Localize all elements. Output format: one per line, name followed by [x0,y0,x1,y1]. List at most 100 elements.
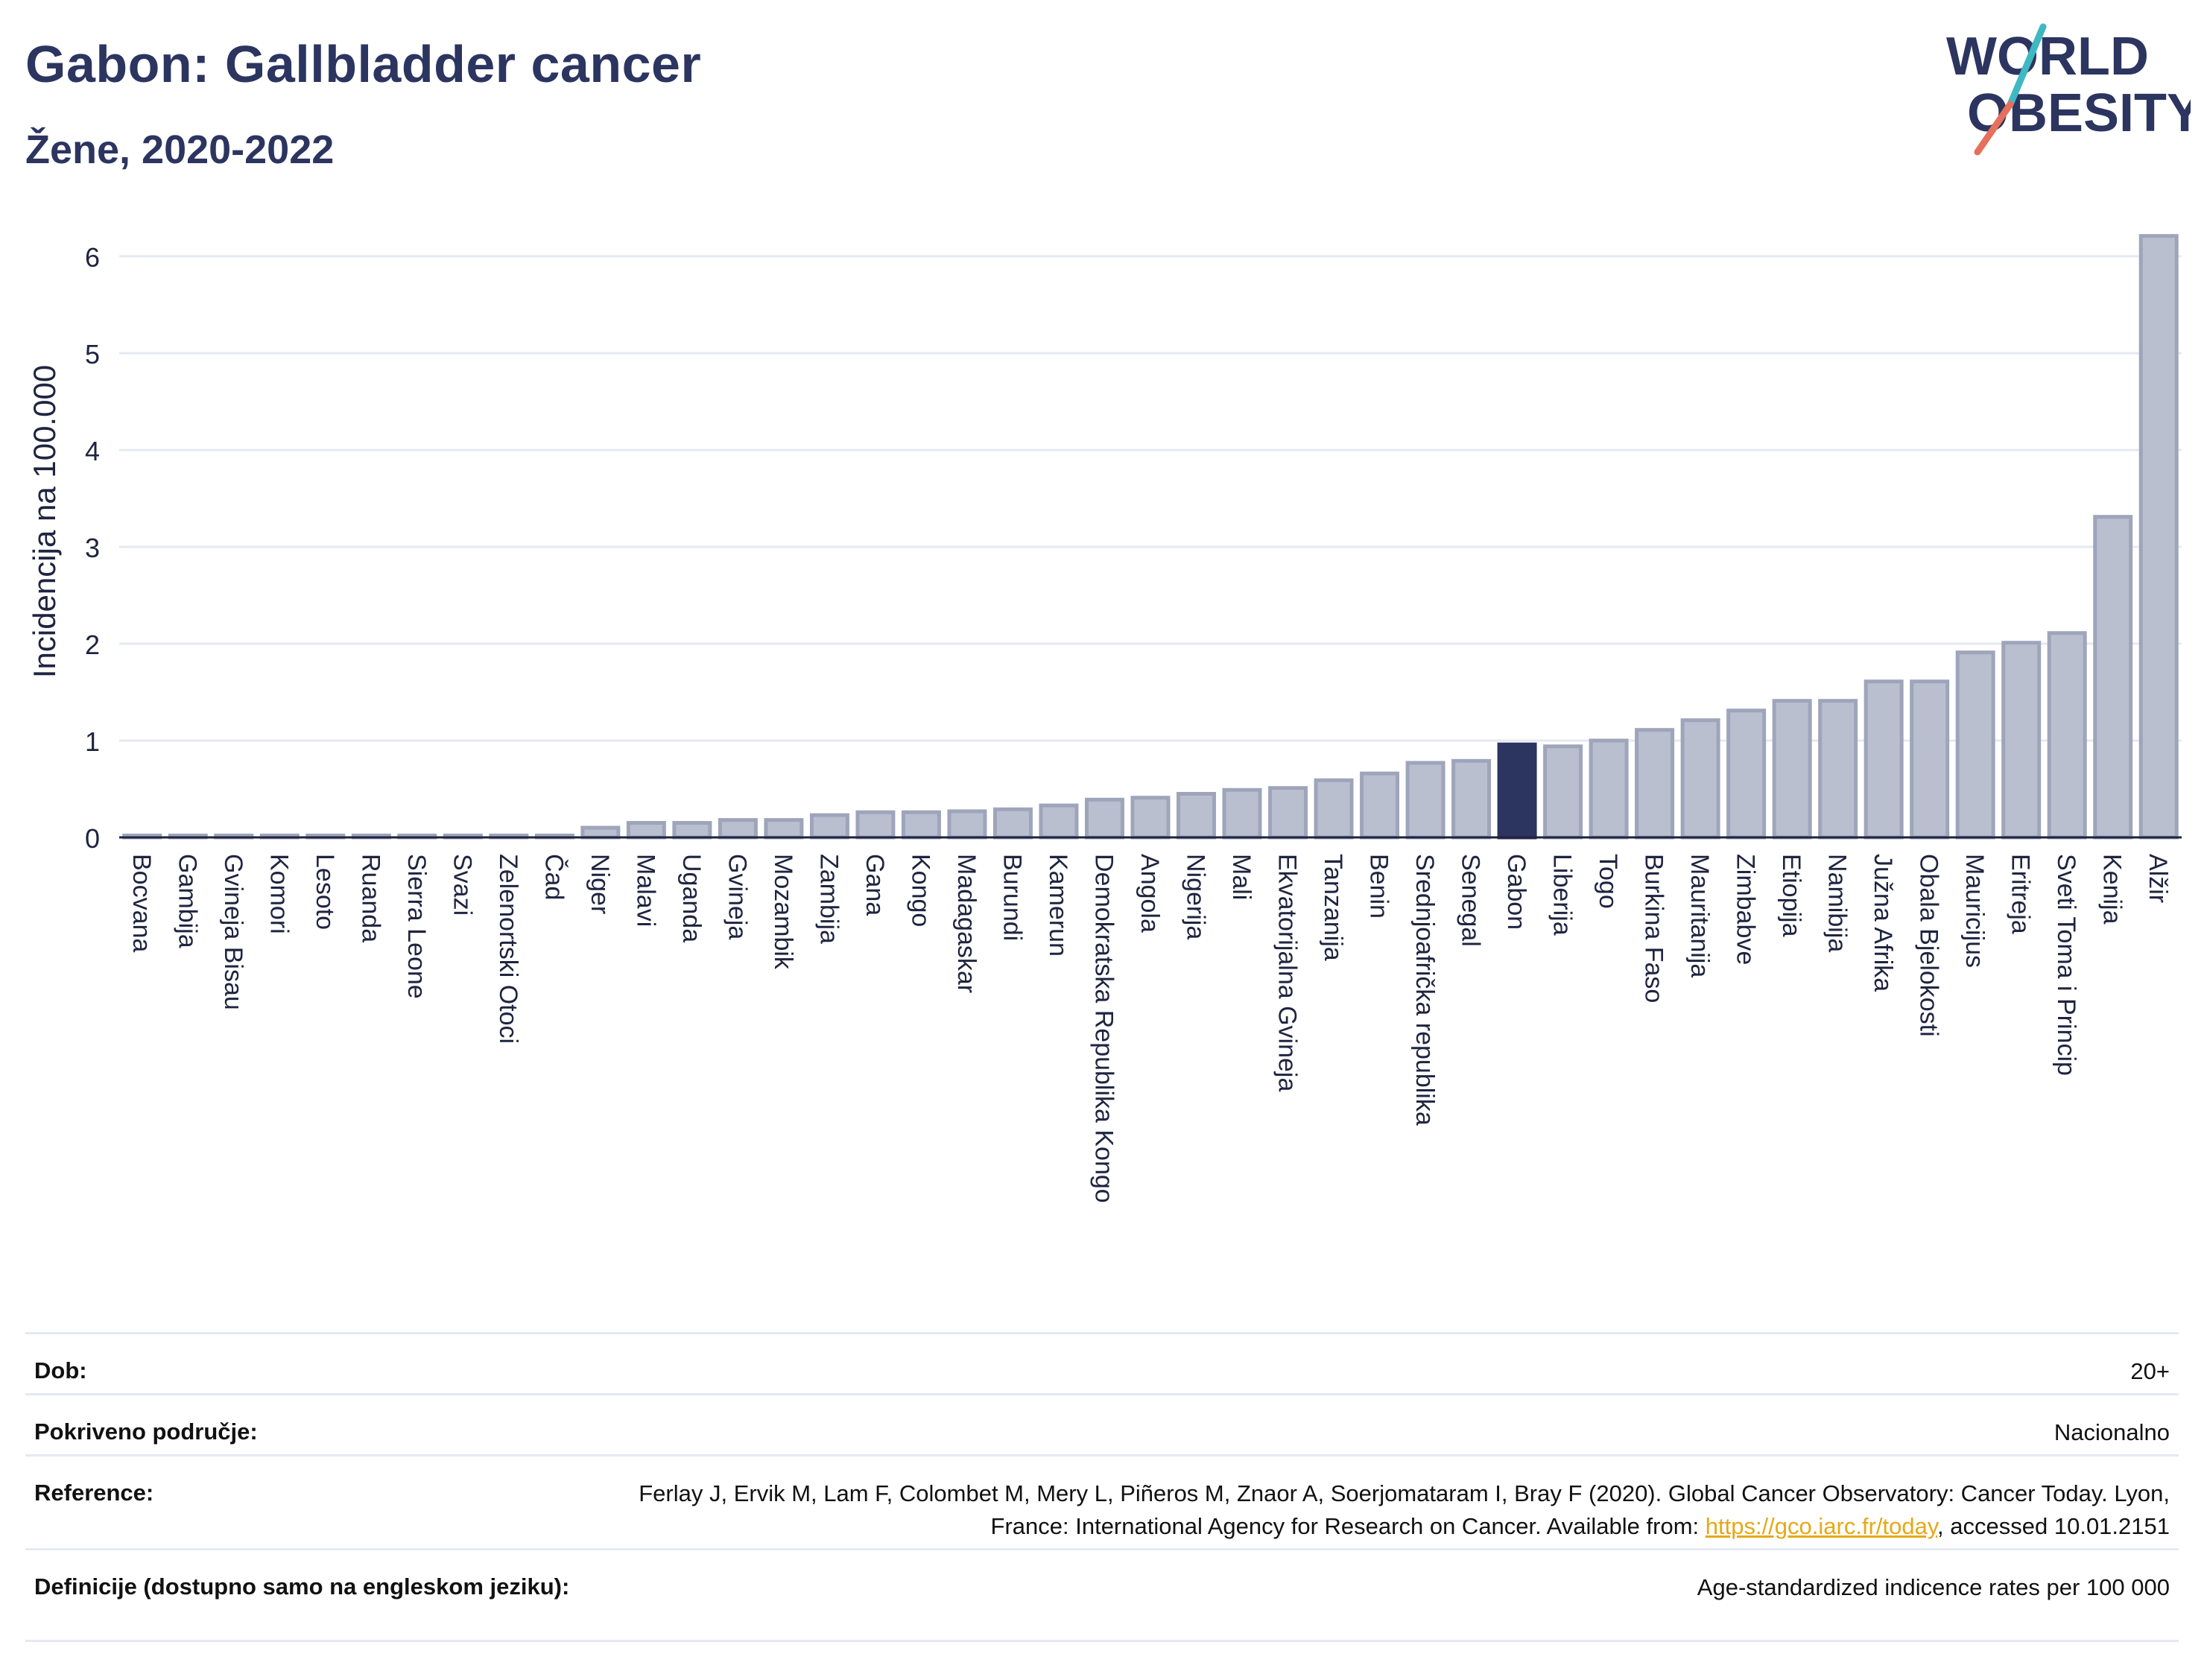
bar-22 [1130,796,1171,840]
bar-35 [1726,709,1767,840]
x-tick-label-13: Gvineja [723,854,751,939]
y-tick-label-1: 1 [85,726,100,757]
y-tick-label-2: 2 [85,630,100,660]
x-tick-label-10: Niger [586,854,614,914]
x-tick-label-34: Mauritanija [1685,854,1714,977]
bar-33 [1635,728,1675,840]
x-tick-label-17: Kongo [906,854,934,927]
x-tick-label-40: Mauricijus [1960,854,1989,968]
x-tick-label-8: Zelenortski Otoci [494,854,522,1044]
bar-20 [1039,803,1079,840]
x-tick-label-44: Alžir [2144,854,2172,903]
y-tick-label-4: 4 [85,436,100,466]
bar-41 [2001,641,2042,840]
bar-19 [992,807,1033,840]
bar-37 [1818,699,1858,840]
bar-25 [1268,786,1308,840]
x-tick-label-41: Eritreja [2007,854,2035,934]
world-obesity-logo[interactable]: WORLD OBESITY [1937,22,2191,156]
y-axis-label: Incidencija na 100.000 [27,365,62,678]
y-tick-label-0: 0 [85,823,100,854]
x-tick-label-29: Senegal [1457,854,1485,947]
x-tick-label-32: Togo [1594,854,1622,909]
bar-38 [1863,679,1904,840]
x-tick-label-2: Gvineja Bisau [219,854,247,1010]
bar-14 [764,818,804,840]
bar-31 [1543,744,1583,840]
x-tick-label-4: Lesoto [311,854,339,930]
bar-13 [718,818,758,840]
x-tick-label-18: Madagaskar [952,854,981,993]
bar-30 [1497,742,1537,840]
reference-link[interactable]: https://gco.iarc.fr/today [1705,1513,1938,1539]
bar-12 [672,821,712,840]
definitions-value: Age-standardized indicence rates per 100… [1697,1574,2170,1600]
coverage-value: Nacionalno [2053,1419,2170,1445]
info-row-reference: Reference: Ferlay J, Ervik M, Lam F, Col… [25,1454,2179,1548]
x-tick-label-7: Svazi [448,854,476,916]
info-table: Dob: 20+ Pokriveno područje: Nacionalno … [25,1332,2179,1642]
reference-text: Ferlay J, Ervik M, Lam F, Colombet M, Me… [639,1480,2170,1539]
chart-title: Gabon: Gallbladder cancer [25,35,702,93]
x-tick-label-36: Etiopija [1777,854,1805,937]
x-tick-label-5: Ruanda [356,854,384,942]
bar-27 [1360,771,1400,840]
bar-16 [855,810,896,840]
bar-34 [1680,718,1720,840]
x-tick-label-1: Gambija [173,854,201,948]
reference-label: Reference: [34,1480,154,1506]
x-tick-label-35: Zimbabve [1732,854,1760,965]
y-tick-label-3: 3 [85,533,100,563]
bar-40 [1955,650,1995,840]
bar-26 [1314,778,1354,840]
x-tick-label-22: Angola [1136,854,1164,933]
bar-17 [901,810,941,840]
info-row-coverage: Pokriveno područje: Nacionalno [25,1393,2179,1454]
x-tick-label-43: Kenija [2098,854,2127,925]
x-tick-label-26: Tanzanija [1319,854,1347,961]
x-tick-label-3: Komori [265,854,293,934]
bar-39 [1910,679,1950,840]
x-tick-label-20: Kamerun [1044,854,1072,957]
logo-slash-bottom [1974,101,2014,156]
logo-slash-top [2007,23,2047,108]
x-tick-label-15: Zambija [814,854,843,944]
bar-18 [947,809,987,840]
logo-word-world: WORLD [1946,27,2149,86]
x-tick-label-11: Malavi [631,854,659,927]
bar-11 [626,821,666,840]
x-tick-label-33: Burkina Faso [1640,854,1668,1003]
bar-43 [2093,515,2133,840]
bar-28 [1405,761,1445,840]
x-tick-label-9: Čad [539,854,568,900]
bar-10 [580,825,621,840]
x-tick-label-16: Gana [861,854,889,916]
bar-chart: 0 1 2 3 4 5 6 Bocvana Gambija Gvineja Bisau Komor… [27,234,2182,1203]
x-tick-label-24: Mali [1227,854,1255,900]
y-tick-label-6: 6 [85,242,100,273]
bar-32 [1589,738,1629,840]
x-tick-labels: Bocvana Gambija Gvineja Bisau Komori Lesoto R… [127,854,2172,1203]
x-tick-label-42: Sveti Toma i Princip [2052,854,2080,1076]
y-tick-labels: 0 1 2 3 4 5 6 [85,242,100,854]
reference-accessed: , accessed 10.01.2151 [1937,1513,2170,1539]
age-value: 20+ [2130,1358,2170,1384]
bar-36 [1772,699,1812,840]
x-tick-label-27: Benin [1365,854,1393,919]
x-tick-label-19: Burundi [998,854,1026,941]
age-label: Dob: [34,1357,87,1383]
bar-23 [1177,792,1217,840]
coverage-label: Pokriveno područje: [34,1419,258,1445]
bar-21 [1084,797,1124,840]
x-tick-label-0: Bocvana [127,854,156,952]
x-tick-label-30: Gabon [1502,854,1530,930]
x-tick-label-6: Sierra Leone [402,854,431,999]
x-tick-label-23: Nigerija [1182,854,1210,939]
info-row-definitions: Definicije (dostupno samo na engleskom j… [25,1548,2179,1642]
bar-29 [1451,758,1492,840]
bar-42 [2047,631,2087,840]
bar-15 [809,813,849,840]
x-tick-label-39: Obala Bjelokosti [1915,854,1943,1037]
x-tick-label-28: Srednjoafrička republika [1410,854,1439,1126]
chart-subtitle: Žene, 2020-2022 [25,127,335,172]
